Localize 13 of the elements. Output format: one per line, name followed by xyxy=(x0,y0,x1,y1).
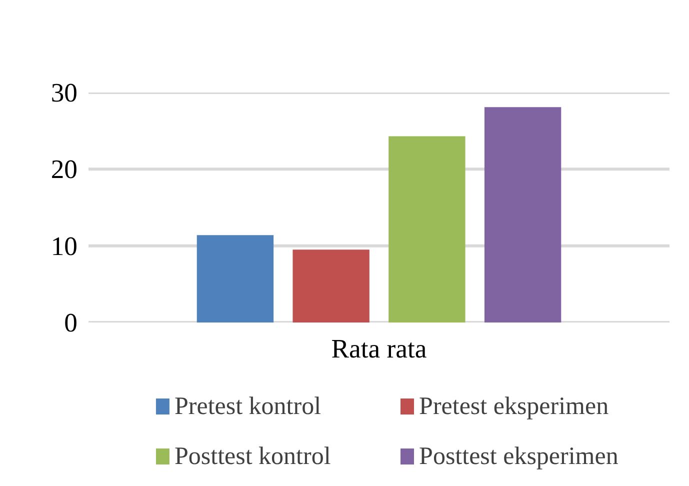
x-tick-label: Rata rata xyxy=(331,334,427,364)
y-tick-label: 10 xyxy=(50,230,78,261)
y-tick-label: 20 xyxy=(50,154,78,184)
y-tick-label: 30 xyxy=(50,78,78,108)
bar xyxy=(196,235,274,322)
bar xyxy=(484,107,562,322)
legend-label: Posttest kontrol xyxy=(174,443,331,470)
bar xyxy=(388,136,466,322)
y-tick-label: 0 xyxy=(64,308,78,338)
legend-label: Pretest eksperimen xyxy=(419,393,610,420)
legend-label: Posttest eksperimen xyxy=(419,443,619,470)
bar xyxy=(292,250,370,322)
legend-label: Pretest kontrol xyxy=(174,393,322,420)
